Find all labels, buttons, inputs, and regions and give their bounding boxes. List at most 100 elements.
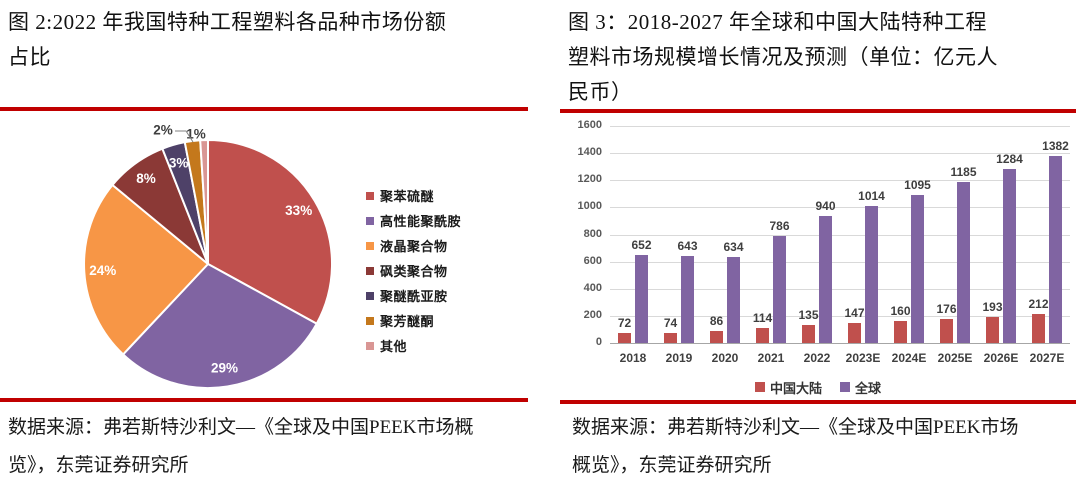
pie-data-label-3: 8% [136,171,156,186]
bar-data-label: 212 [1028,297,1049,312]
legend-swatch [366,266,374,275]
legend-swatch [366,216,374,225]
pie-data-label-0: 33% [285,203,312,218]
bar-global [1003,168,1016,343]
legend-label: 其他 [380,339,408,354]
bar-global [773,236,786,343]
x-axis-label: 2024E [891,351,927,365]
pie-outside-label-6: 1% [186,127,206,142]
gridline [610,288,1070,290]
gridline [610,153,1070,155]
y-axis-label: 0 [595,336,602,348]
pie-slice-6 [199,138,209,265]
y-axis-label: 1600 [577,119,602,131]
x-axis-label: 2020 [711,351,739,365]
bar-data-label: 643 [677,238,698,253]
legend-label: 聚苯硫醚 [380,189,435,204]
pie-slice-0 [207,138,334,326]
bar-data-label: 652 [631,237,652,252]
y-axis-label: 800 [583,227,602,240]
bar-global [727,257,740,343]
bar-data-label: 786 [769,219,790,234]
pie-slice-2 [83,183,210,356]
bar-data-label: 176 [936,302,957,317]
bar-data-label: 147 [844,306,865,321]
legend-label: 全球 [855,380,882,396]
legend-label: 砜类聚合物 [380,264,448,279]
legend-item: 聚芳醚酮 [366,308,461,333]
legend-swatch [366,341,374,350]
x-axis-label: 2019 [665,351,693,365]
bar-china-mainland [986,316,999,343]
figure3-bottom-rule [560,400,1076,404]
pie-outside-label-5: 2% [153,123,173,138]
x-axis-label: 2021 [757,351,785,365]
bar-data-label: 1185 [950,165,977,180]
pie-legend: 聚苯硫醚高性能聚酰胺 液晶聚合物砜类聚合物聚醚酰亚胺聚芳醚酮其他 [366,183,461,358]
y-axis-label: 600 [583,254,602,267]
legend-item: 中国大陆 [754,378,822,397]
gridline [610,315,1070,317]
bar-global [957,182,970,343]
bar-data-label: 86 [709,314,724,329]
bar-global [819,215,832,343]
legend-label: 聚醚酰亚胺 [380,289,448,304]
y-axis-label: 1200 [577,173,602,186]
bar-china-mainland [940,319,953,343]
figure2-title: 图 2:2022 年我国特种工程塑料各品种市场份额占比 [8,10,447,69]
y-axis-label: 1000 [577,200,602,213]
y-axis-label: 400 [583,281,602,294]
pie-chart: 33% 29% 24% 8% 3% 2% 1% [83,123,334,389]
legend-item: 聚醚酰亚胺 [366,283,461,308]
legend-item: 液晶聚合物 [366,233,461,258]
figure3-top-rule [560,109,1076,113]
bar-data-label: 940 [815,198,836,213]
bar-data-label: 114 [752,310,773,325]
bar-data-label: 135 [798,307,819,322]
figure2-source: 数据来源：弗若斯特沙利文—《全球及中国PEEK市场概览》，东莞证券研究所 [8,417,474,476]
x-axis-label: 2026E [983,351,1019,365]
gridline [610,207,1070,209]
bar-china-mainland [848,323,861,343]
gridline [610,180,1070,182]
bar-china-mainland [894,321,907,343]
figure3-title: 图 3：2018-2027 年全球和中国大陆特种工程塑料市场规模增长情况及预测（… [568,10,998,104]
bar-china-mainland [756,327,769,343]
y-axis-label: 1400 [577,146,602,159]
x-axis-label: 2025E [937,351,973,365]
bar-china-mainland [618,333,631,343]
bar-china-mainland [664,333,677,343]
legend-swatch [366,291,374,300]
bar-data-label: 74 [663,316,678,330]
bar-global [865,205,878,343]
bar-global [911,194,924,343]
pie-data-label-4: 3% [169,155,189,170]
pie-leader-line [175,130,194,143]
pie-data-label-1: 29% [211,361,238,376]
legend-label: 高性能聚酰胺 [380,214,462,229]
bar-data-label: 1284 [996,151,1023,166]
legend-label: 聚芳醚酮 [380,314,435,329]
legend-swatch [840,382,850,392]
legend-swatch [366,191,374,200]
pie-slice-1 [121,262,319,389]
figure2-top-rule [0,107,528,111]
x-axis-label: 2018 [619,351,647,365]
bar-chart-legend: 中国大陆 全球 [560,377,1076,397]
figure3-source: 数据来源：弗若斯特沙利文—《全球及中国PEEK市场概览》，东莞证券研究所 [572,417,1019,476]
figure2-bottom-rule [0,398,528,402]
legend-label: 中国大陆 [769,380,822,396]
legend-item: 聚苯硫醚 [366,183,461,208]
bar-data-label: 160 [890,304,911,319]
gridline [610,234,1070,236]
x-axis-label: 2022 [803,351,831,365]
legend-item: 高性能聚酰胺 [366,208,461,233]
gridline [610,261,1070,263]
bar-chart: 0 200 400 600 800 1000 1200 1400 1600 2018 72 652 20… [560,118,1080,376]
bar-data-label: 1095 [904,177,931,192]
legend-label: 液晶聚合物 [380,239,448,254]
bar-data-label: 1382 [1042,138,1069,153]
legend-item: 砜类聚合物 [366,258,461,283]
bar-global [635,254,648,343]
bar-data-label: 1014 [858,188,885,203]
